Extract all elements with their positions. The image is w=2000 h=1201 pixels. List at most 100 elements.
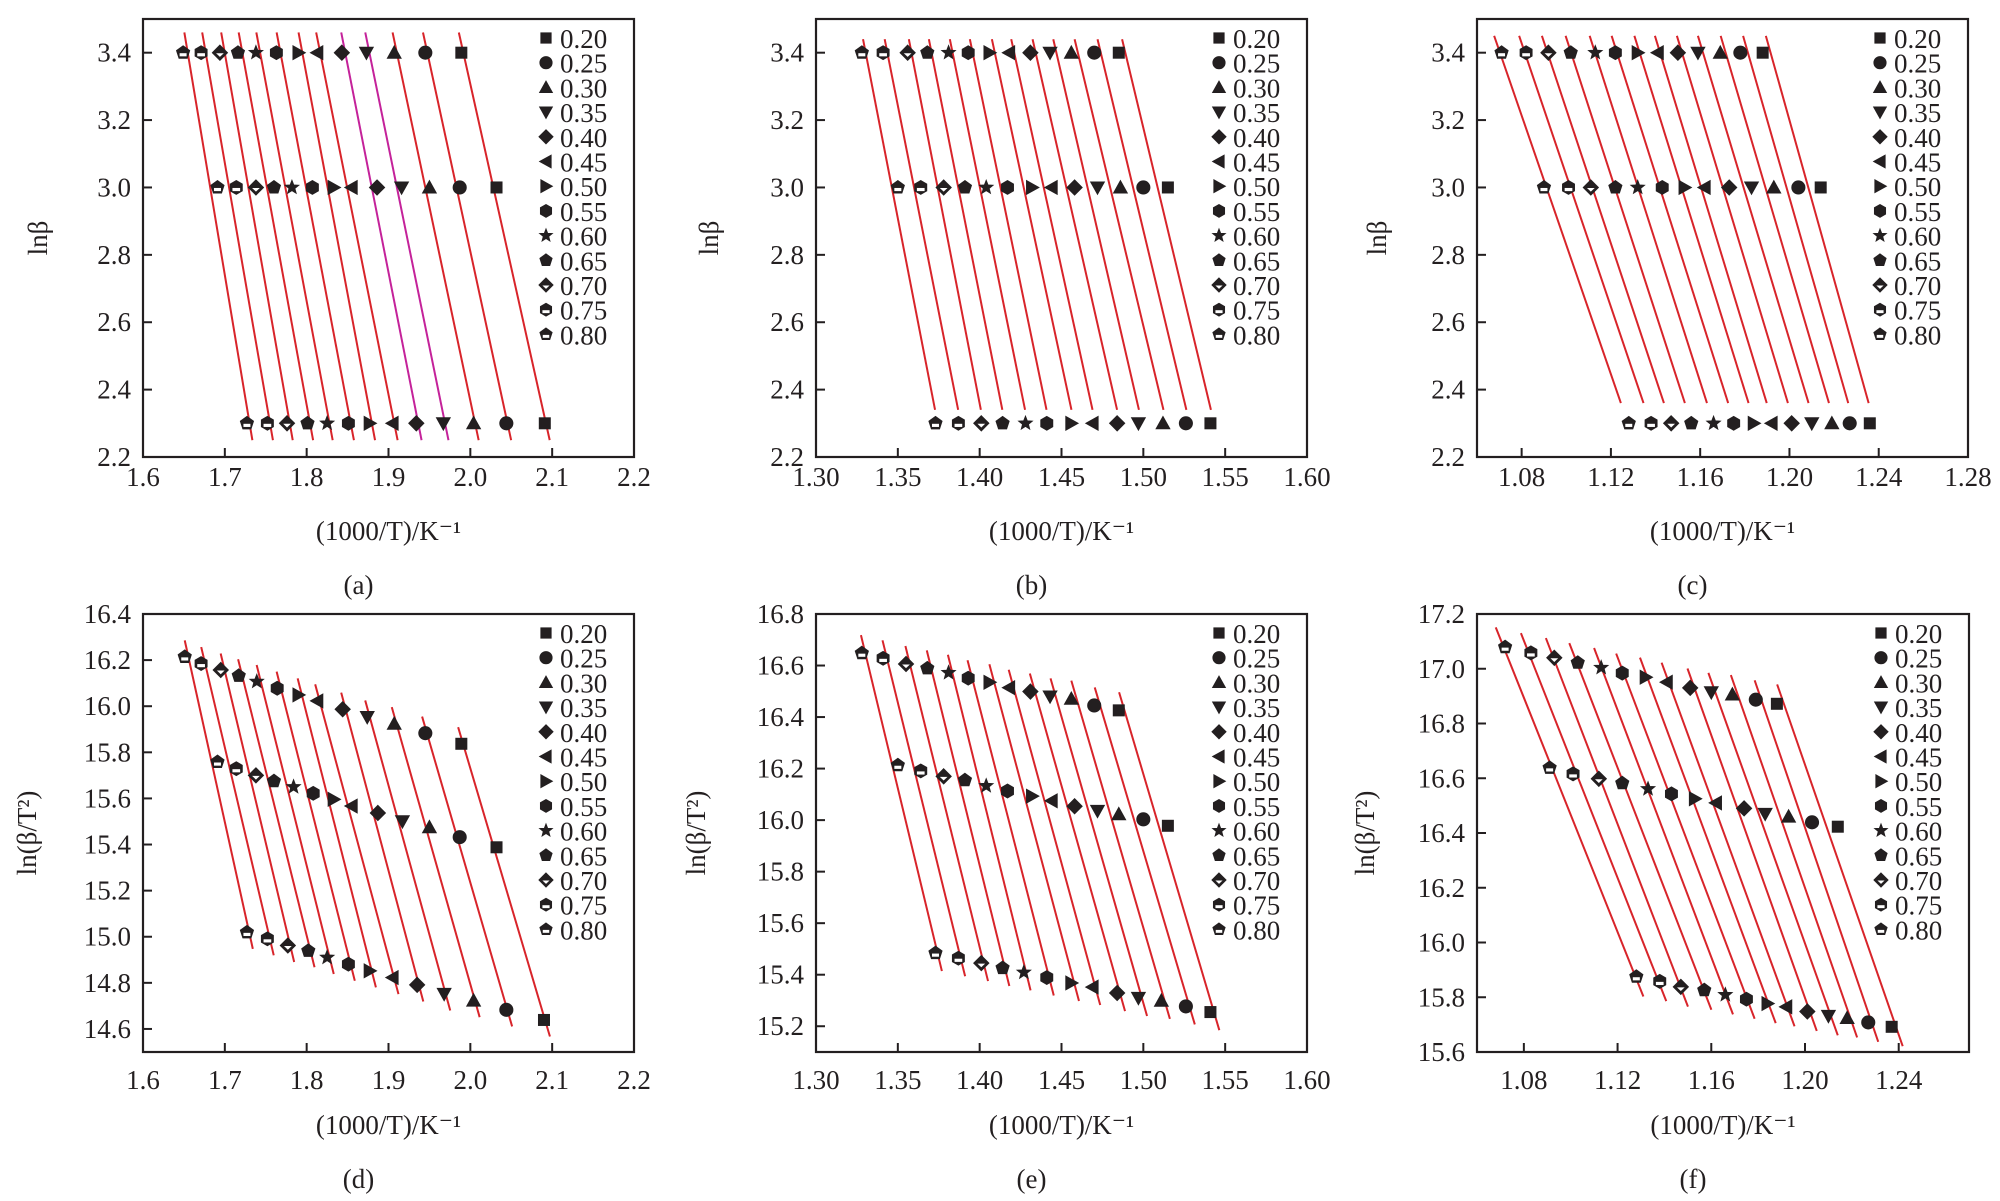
x-tick-label: 1.30: [792, 462, 839, 492]
fit-line-0.30: [390, 706, 481, 1018]
data-point-0.35: [1130, 417, 1147, 432]
legend-marker-0.50: [540, 774, 554, 789]
fit-line-0.35: [364, 32, 450, 441]
data-point-0.25: [418, 45, 433, 60]
y-tick-label: 14.8: [84, 968, 131, 998]
y-tick-label: 3.0: [97, 172, 131, 202]
data-point-0.75: [1566, 766, 1580, 782]
fit-line-0.30: [1070, 680, 1171, 1020]
x-tick-label: 1.8: [290, 462, 324, 492]
x-tick-label: 1.28: [1944, 462, 1991, 492]
legend-marker-0.75: [1874, 897, 1888, 912]
legend-label: 0.75: [1233, 296, 1280, 326]
data-point-0.20: [1814, 181, 1827, 194]
data-point-0.20: [1863, 417, 1876, 430]
data-point-0.70: [1546, 649, 1563, 667]
legend-marker-0.35: [1873, 701, 1889, 715]
legend-label: 0.60: [560, 222, 607, 252]
data-point-0.75: [194, 45, 208, 61]
legend-marker-0.20: [1874, 32, 1886, 44]
legend-marker-0.75: [1212, 302, 1226, 317]
y-tick-label: 15.2: [757, 1011, 804, 1041]
data-point-0.40: [1022, 44, 1039, 61]
fit-line-0.80: [862, 39, 937, 411]
data-point-0.40: [334, 700, 351, 718]
y-axis-title: ln(β/T²): [1350, 791, 1380, 876]
data-point-0.60: [283, 178, 300, 195]
fit-line-0.45: [1007, 669, 1102, 1006]
panel-caption: (e): [1017, 1164, 1047, 1194]
legend-label: 0.40: [1895, 718, 1942, 748]
fit-line-0.50: [297, 32, 377, 441]
data-point-0.50: [363, 415, 378, 431]
legend-label: 0.20: [560, 24, 607, 54]
fit-line-0.80: [1494, 626, 1645, 997]
data-point-0.60: [978, 777, 995, 793]
data-point-0.40: [368, 179, 386, 196]
legend-marker-0.50: [1213, 774, 1227, 789]
legend-label: 0.65: [1895, 841, 1942, 871]
legend-label: 0.60: [1233, 817, 1280, 847]
x-tick-label: 1.16: [1688, 1065, 1735, 1095]
legend-label: 0.45: [560, 743, 607, 773]
panel-a: 1.6 1.7 1.8 1.9 2.0 2.1 2.2 2.2 2.4 2.6 2.8 3.0 3.2 3…: [23, 17, 651, 600]
fit-line-0.60: [946, 654, 1032, 991]
legend-label: 0.25: [1894, 49, 1941, 79]
fit-line-0.35: [364, 700, 452, 1011]
data-point-0.40: [408, 976, 426, 994]
legend-label: 0.30: [560, 73, 607, 103]
legend-marker-0.50: [1213, 179, 1227, 194]
data-point-0.65: [957, 179, 973, 194]
data-point-0.55: [341, 956, 355, 972]
data-point-0.50: [1761, 995, 1776, 1012]
legend-marker-0.60: [538, 822, 554, 838]
legend-label: 0.20: [1233, 619, 1280, 649]
data-point-0.20: [1204, 1006, 1217, 1019]
legend-label: 0.45: [1233, 743, 1280, 773]
y-tick-label: 3.0: [770, 172, 804, 202]
data-point-0.55: [1655, 179, 1669, 195]
x-axis-title: (1000/T)/K⁻¹: [316, 516, 461, 546]
legend-marker-0.25: [1873, 56, 1887, 70]
data-point-0.80: [928, 945, 943, 960]
data-point-0.45: [1084, 415, 1099, 431]
data-point-0.80: [239, 924, 255, 939]
legend-label: 0.70: [1233, 271, 1280, 301]
data-point-0.40: [1669, 44, 1687, 61]
data-point-0.80: [177, 649, 192, 663]
legend-marker-0.20: [1213, 627, 1225, 639]
legend-label: 0.65: [1233, 246, 1280, 276]
fit-line-0.55: [275, 671, 356, 981]
data-point-0.65: [300, 415, 315, 430]
data-point-0.70: [935, 768, 952, 785]
fit-line-0.55: [966, 659, 1055, 996]
legend-label: 0.50: [1233, 172, 1280, 202]
fit-line-0.20: [457, 32, 551, 441]
data-point-0.55: [1001, 179, 1014, 195]
y-tick-label: 15.8: [84, 737, 131, 767]
data-point-0.35: [1757, 807, 1773, 822]
data-point-0.40: [408, 415, 425, 432]
data-point-0.20: [1756, 46, 1769, 59]
fit-line-0.40: [1028, 673, 1126, 1012]
legend-marker-0.70: [538, 277, 554, 293]
legend-marker-0.60: [1211, 227, 1227, 243]
data-point-0.45: [1649, 45, 1664, 61]
data-point-0.25: [1136, 180, 1151, 195]
data-point-0.50: [292, 45, 307, 61]
x-tick-label: 1.12: [1587, 462, 1634, 492]
legend-label: 0.55: [560, 792, 607, 822]
y-tick-label: 16.4: [1418, 818, 1466, 848]
legend-label: 0.30: [560, 668, 607, 698]
data-point-0.80: [1621, 415, 1636, 430]
legend-marker-0.40: [538, 129, 554, 145]
data-point-0.50: [1026, 788, 1040, 804]
plot-frame: [1475, 17, 1970, 459]
legend-marker-0.80: [1873, 327, 1887, 341]
data-point-0.50: [1747, 415, 1762, 431]
data-point-0.80: [854, 645, 869, 660]
y-tick-label: 2.6: [770, 307, 804, 337]
legend-marker-0.70: [1211, 872, 1227, 888]
data-point-0.55: [270, 680, 284, 696]
data-point-0.80: [1494, 45, 1509, 59]
